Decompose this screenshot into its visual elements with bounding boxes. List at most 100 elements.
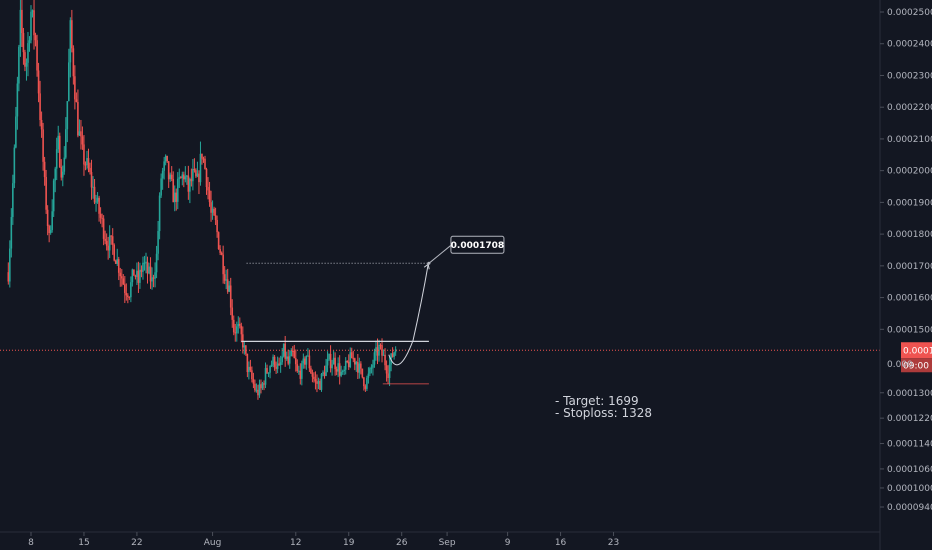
candle-body: [357, 362, 359, 373]
candle-body: [254, 383, 256, 391]
target-callout-box[interactable]: [450, 235, 505, 254]
time-tick-label: 22: [131, 538, 142, 548]
candle-body: [231, 307, 234, 320]
candle-body: [84, 164, 87, 166]
drawings[interactable]: 0.0001708: [0, 235, 880, 385]
countdown-label: 09:00: [903, 361, 929, 371]
price-tick-label: 0.0002100: [887, 135, 932, 145]
candle-body: [263, 383, 265, 385]
candle-body: [57, 135, 60, 150]
candle-body: [175, 192, 178, 202]
candle-body: [270, 364, 273, 367]
candle-body: [369, 368, 371, 374]
candle-body: [192, 168, 194, 182]
candle-body: [373, 352, 376, 365]
candle-body: [234, 332, 237, 334]
price-axis[interactable]: 0.0002500 0.0002400 0.0002300 0.0002200 0.00…: [879, 0, 932, 550]
candle-body: [385, 365, 388, 374]
candle-body: [136, 270, 138, 277]
candle-body: [108, 235, 111, 251]
candle-body: [46, 209, 49, 226]
candle-body: [358, 363, 361, 373]
countdown-badge: [901, 358, 932, 373]
candle-body: [240, 325, 243, 335]
price-tick-label: 0.0001300: [887, 389, 932, 399]
candle-body: [90, 172, 93, 188]
candle-body: [63, 157, 66, 172]
time-tick-label: Aug: [204, 538, 222, 548]
price-tick-label: 0.0001220: [887, 414, 932, 424]
candle-body: [237, 323, 240, 327]
price-tick-label: 0.0002300: [887, 71, 932, 81]
candle-body: [314, 378, 317, 382]
candle-body: [393, 352, 395, 357]
candle-body: [296, 364, 299, 372]
candle-body: [388, 364, 391, 378]
candle-body: [275, 366, 277, 369]
candle-body: [213, 208, 215, 216]
candle-body: [186, 175, 188, 177]
candle-body: [61, 171, 64, 178]
candle-body: [170, 174, 173, 179]
candle-body: [74, 76, 76, 100]
candle-body: [102, 218, 105, 239]
candle-body: [290, 350, 293, 357]
candle-body: [142, 262, 144, 272]
candle-body: [116, 259, 119, 264]
candle-body: [24, 52, 26, 67]
candle-body: [353, 358, 356, 365]
candle-body: [95, 201, 97, 203]
candle-body: [320, 373, 323, 390]
candle-body: [311, 373, 314, 377]
candle-body: [260, 384, 262, 389]
candle-body: [28, 40, 31, 44]
candle-body: [27, 43, 29, 63]
candle-body: [214, 215, 217, 220]
candle-body: [261, 383, 264, 389]
candle-body: [248, 366, 250, 373]
candle-body: [110, 235, 112, 237]
candle-body: [284, 343, 286, 359]
candle-body: [87, 158, 90, 168]
candle-body: [219, 248, 221, 253]
time-tick-label: 23: [608, 538, 619, 548]
candle-body: [208, 190, 211, 203]
candle-body: [181, 174, 184, 179]
candle-body: [235, 326, 238, 334]
time-axis[interactable]: 8 15 22 Aug 12 19 26 Sep 9 16 23: [0, 531, 880, 548]
candle-body: [48, 225, 50, 233]
candle-body: [361, 368, 364, 378]
candle-body: [130, 282, 132, 298]
candle-body: [332, 357, 335, 365]
candle-body: [104, 238, 106, 241]
time-tick-label: 16: [555, 538, 567, 548]
candle-body: [137, 270, 140, 283]
candle-body: [205, 168, 208, 188]
candle-body: [285, 356, 288, 359]
candle-body: [276, 363, 279, 369]
candle-body: [316, 381, 318, 384]
candle-body: [350, 352, 353, 359]
candle-body: [370, 367, 373, 369]
candle-body: [317, 381, 320, 384]
candle-body: [252, 379, 255, 384]
candle-body: [19, 9, 22, 47]
candle-body: [294, 358, 297, 365]
projection-path[interactable]: [388, 264, 429, 366]
price-tick-label: 0.0002500: [887, 8, 932, 18]
last-price-badge[interactable]: [901, 342, 932, 359]
candle-body: [72, 48, 75, 77]
candle-body: [86, 158, 88, 166]
candle-body: [25, 62, 28, 67]
candle-body: [80, 131, 82, 137]
candle-body: [167, 161, 170, 180]
price-tick-label: 0.0000940: [887, 503, 932, 513]
trade-plan-note: - Target: 1699 - Stoploss: 1328: [555, 395, 652, 419]
candle-body: [193, 168, 196, 171]
candle-body: [360, 363, 362, 369]
candle-body: [226, 279, 229, 292]
candle-body: [149, 266, 152, 282]
candles: [7, 0, 397, 400]
time-tick-label: 12: [290, 538, 301, 548]
